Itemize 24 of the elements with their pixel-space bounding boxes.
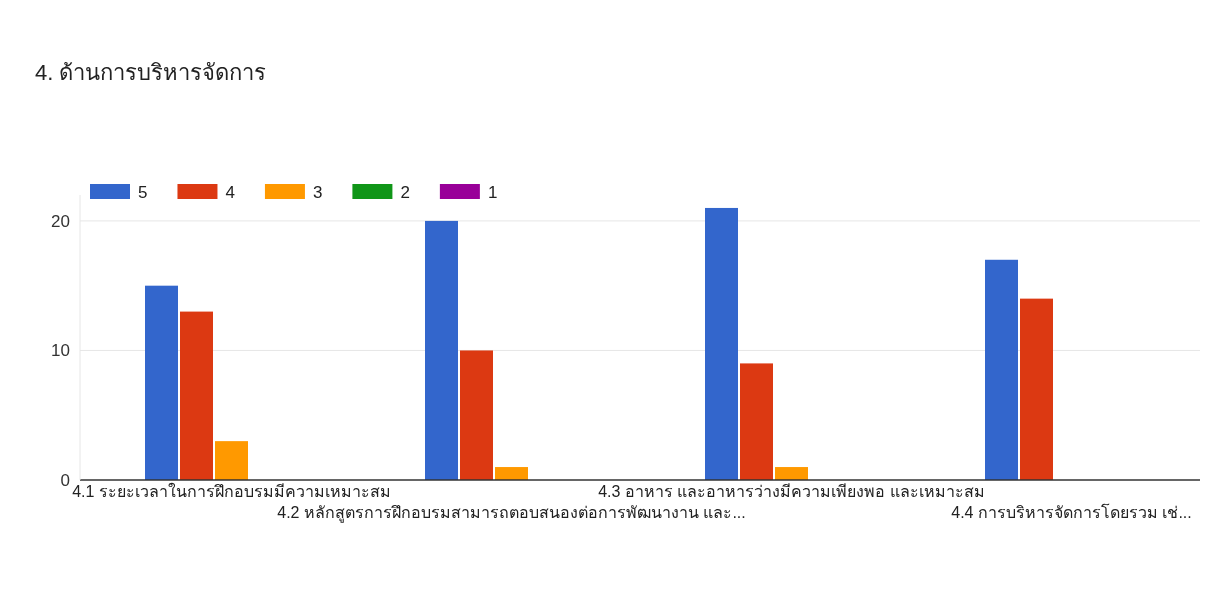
bar bbox=[425, 220, 458, 480]
x-tick-label: 4.4 การบริหารจัดการโดยรวม เช่... bbox=[951, 503, 1192, 521]
bar bbox=[215, 441, 248, 480]
bar bbox=[985, 259, 1018, 480]
x-tick-label: 4.3 อาหาร และอาหารว่างมีความเพียงพอ และเหมาะสม bbox=[598, 483, 985, 500]
legend-label: 4 bbox=[225, 183, 235, 202]
legend-label: 3 bbox=[312, 183, 323, 202]
legend-label: 1 bbox=[487, 183, 498, 202]
y-tick-label: 20 bbox=[51, 211, 70, 231]
bar bbox=[145, 285, 178, 480]
x-tick-label: 4.2 หลักสูตรการฝึกอบรมสามารถตอบสนองต่อการพัฒนางาน และ... bbox=[277, 504, 746, 523]
bar bbox=[775, 467, 808, 480]
bar bbox=[705, 207, 738, 480]
y-tick-label: 10 bbox=[51, 341, 70, 361]
bar bbox=[740, 363, 773, 480]
bar bbox=[180, 311, 213, 480]
bar bbox=[1020, 298, 1053, 480]
legend-label: 5 bbox=[138, 183, 148, 202]
legend-label: 2 bbox=[400, 183, 410, 202]
bar bbox=[460, 350, 493, 480]
x-tick-label: 4.1 ระยะเวลาในการฝึกอบรมมีความเหมาะสม bbox=[72, 482, 391, 500]
y-tick-label: 0 bbox=[60, 471, 70, 490]
chart-title: 4. ด้านการบริหารจัดการ bbox=[35, 60, 267, 85]
bar bbox=[495, 467, 528, 480]
